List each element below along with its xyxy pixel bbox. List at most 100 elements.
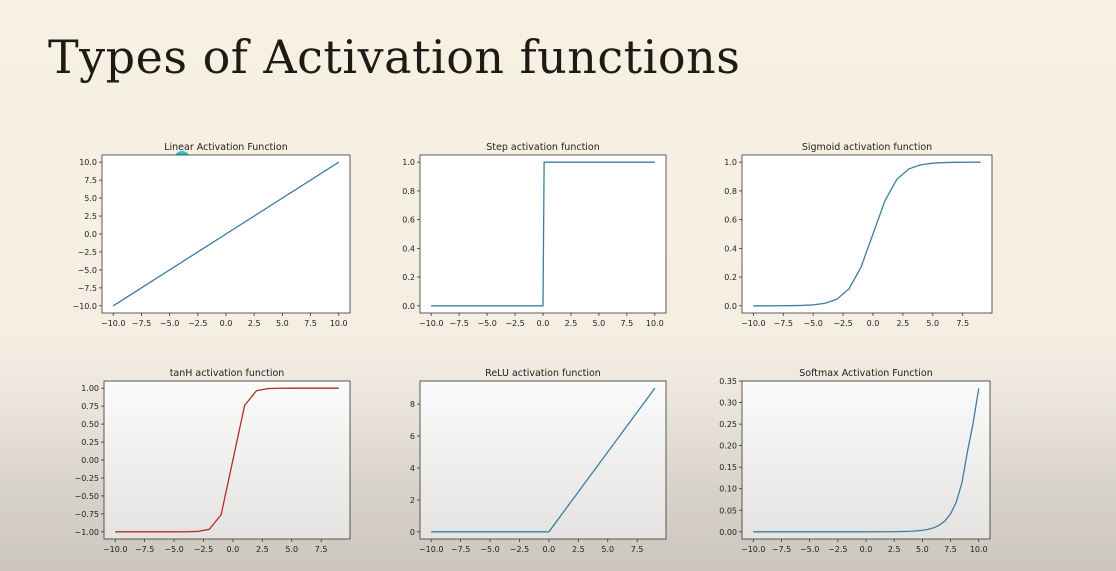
y-tick-label: 0.75 [81,402,99,411]
x-tick-label: 0.0 [543,545,556,554]
x-tick-label: 0.0 [227,545,240,554]
y-tick-label: 0.15 [719,463,737,472]
y-tick-label: −5.0 [78,266,97,275]
y-tick-label: 0.0 [84,230,97,239]
y-tick-label: 8 [410,400,415,409]
x-tick-label: 7.5 [304,319,317,328]
y-tick-label: 0.35 [719,377,737,386]
x-tick-label: −7.5 [772,545,791,554]
x-tick-label: 7.5 [631,545,644,554]
y-tick-label: −10.0 [72,302,97,311]
y-tick-label: 1.0 [402,158,415,167]
x-tick-label: −2.5 [188,319,207,328]
y-tick-label: 1.0 [724,158,737,167]
x-tick-label: 7.5 [315,545,328,554]
x-tick-label: 2.5 [572,545,585,554]
y-tick-label: 4 [410,464,415,473]
x-tick-label: −10.0 [741,545,766,554]
y-tick-label: 5.0 [84,194,97,203]
x-tick-label: −5.0 [480,545,499,554]
x-tick-label: 5.0 [926,319,939,328]
x-tick-label: 5.0 [916,545,929,554]
plot-area [741,154,993,314]
y-tick-label: 0.4 [724,244,737,253]
y-tick-label: 7.5 [84,176,97,185]
x-tick-label: 7.5 [944,545,957,554]
y-tick-label: −0.50 [74,492,99,501]
x-tick-label: 10.0 [970,545,988,554]
x-tick-label: 7.5 [956,319,969,328]
x-tick-label: 7.5 [620,319,633,328]
y-tick-label: 0.20 [719,442,737,451]
x-tick-label: 5.0 [593,319,606,328]
x-tick-label: −5.0 [477,319,496,328]
y-tick-label: 0.05 [719,506,737,515]
y-tick-label: 0.25 [719,420,737,429]
x-tick-label: −10.0 [101,319,126,328]
plot-area [103,380,351,540]
y-tick-label: 0.0 [402,302,415,311]
x-tick-label: 2.5 [565,319,578,328]
y-tick-label: 0.0 [724,302,737,311]
x-tick-label: −5.0 [803,319,822,328]
x-tick-label: −2.5 [505,319,524,328]
x-tick-label: −7.5 [449,319,468,328]
y-tick-label: 0.2 [402,273,415,282]
y-tick-label: 0.00 [81,456,99,465]
x-tick-label: −2.5 [194,545,213,554]
x-tick-label: 2.5 [897,319,910,328]
plot-title: Linear Activation Function [164,142,288,153]
x-tick-label: 0.0 [220,319,233,328]
plot-title: tanH activation function [170,368,285,379]
x-tick-label: −10.0 [419,545,444,554]
x-tick-label: 2.5 [248,319,261,328]
plot-area [741,380,991,540]
series-line [753,388,980,533]
x-tick-label: −2.5 [510,545,529,554]
x-tick-label: −5.0 [160,319,179,328]
y-tick-label: 0.8 [724,187,737,196]
x-tick-label: −10.0 [741,319,766,328]
x-tick-label: −5.0 [164,545,183,554]
tanh-activation-chart: tanH activation function −10.0 −7.5 −5.0 −2.… [74,368,351,554]
y-tick-label: 0.30 [719,399,737,408]
y-tick-label: 2.5 [84,212,97,221]
y-tick-label: −1.00 [74,528,99,537]
relu-activation-chart: ReLU activation function −10.0 −7.5 −5.0 −2.… [410,368,667,554]
y-tick-label: 10.0 [79,158,97,167]
x-tick-label: 0.0 [537,319,550,328]
x-tick-label: −7.5 [132,319,151,328]
x-tick-label: −10.0 [419,319,444,328]
x-tick-label: 0.0 [860,545,873,554]
linear-activation-chart: Linear Activation Function−10.0 −7.5 −5.0−… [72,142,351,328]
plot-title: Softmax Activation Function [799,368,932,379]
step-activation-chart: Step activation function −10.0 −7.5 −5.0 −2.… [402,142,667,328]
x-tick-label: −7.5 [774,319,793,328]
y-tick-label: 6 [410,432,415,441]
y-tick-label: 0.50 [81,420,99,429]
y-tick-label: −7.5 [78,284,97,293]
x-tick-label: 2.5 [256,545,269,554]
x-tick-label: −7.5 [135,545,154,554]
x-tick-label: 5.0 [276,319,289,328]
y-tick-label: −2.5 [78,248,97,257]
plot-title: Step activation function [486,142,600,153]
x-tick-label: 2.5 [888,545,901,554]
x-tick-label: 5.0 [601,545,614,554]
y-tick-label: 0.6 [402,216,415,225]
y-tick-label: 2 [410,496,415,505]
x-tick-label: 10.0 [646,319,664,328]
y-tick-label: 0.6 [724,216,737,225]
plot-title: ReLU activation function [485,368,601,379]
x-tick-label: 10.0 [330,319,348,328]
series-line [115,387,339,533]
y-tick-label: 0.2 [724,273,737,282]
x-tick-label: 0.0 [867,319,880,328]
y-tick-label: −0.25 [74,474,99,483]
y-tick-label: 0.4 [402,244,415,253]
y-tick-label: 0 [410,528,415,537]
softmax-activation-chart: Softmax Activation Function −10.0 −7.5 −5.0… [719,368,991,554]
sigmoid-activation-chart: Sigmoid activation function −10.0 −7.5 −5.0… [724,142,993,328]
y-tick-label: −0.75 [74,510,99,519]
series-line [431,161,655,307]
